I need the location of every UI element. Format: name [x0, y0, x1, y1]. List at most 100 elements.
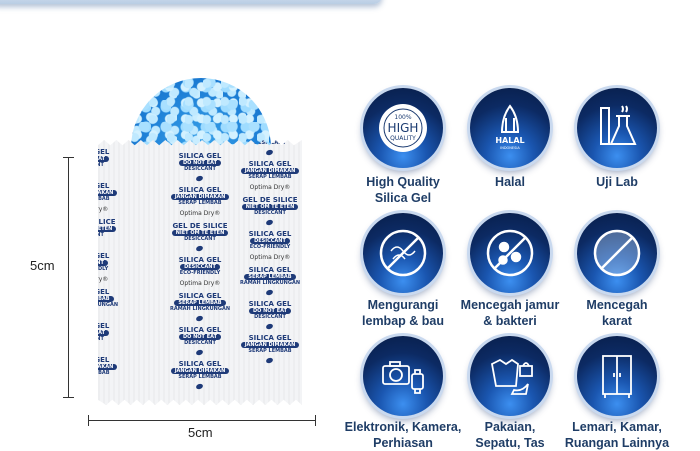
height-dimension-line — [68, 157, 69, 397]
packet-pill-text: DO NOT EAT — [178, 334, 222, 340]
packet-pill-text: DO NOT EAT — [178, 160, 222, 166]
packet-sub-text: ECO-FRIENDLY — [249, 244, 291, 250]
packet-title-text: SILICA GEL — [248, 230, 292, 238]
packet-title-text: SILICA GEL — [248, 160, 292, 168]
packet-title-text: GEL DE SILICE — [172, 222, 228, 230]
badge-mid-text: HIGH — [388, 121, 419, 135]
packet-sub-text: DESICCANT — [184, 340, 216, 346]
label-line1: Mencegah — [586, 298, 648, 312]
packet-sub-text: SERAP LEMBAB — [248, 174, 292, 180]
packet-title-text: SILICA GEL — [98, 148, 110, 156]
label-line1: Lemari, Kamar, — [572, 420, 662, 434]
packet-pill-text: SERAP LEMBAB — [244, 274, 296, 280]
packet-pill-text: NIET OM TE ETEN — [241, 204, 299, 210]
label-line2: karat — [602, 314, 632, 328]
packet-pill-text: JANGAN DIMAKAN — [98, 364, 118, 370]
packet-pill-text: SERAP LEMBAB — [98, 296, 114, 302]
halal-indonesia-icon: HALAL INDONESIA — [470, 88, 550, 168]
packet-sub-text: SERAP LEMBAB — [98, 196, 110, 202]
pill-icon — [195, 244, 205, 253]
packet-title-text: SILICA GEL — [178, 186, 222, 194]
packet-title-text: SILICA GEL — [98, 356, 110, 364]
label-line1: High Quality — [366, 175, 440, 189]
optima-dry-logo: Optima Dry® — [249, 184, 291, 191]
packet-sub-text: RAMAH LINGKUNGAN — [239, 280, 300, 286]
label-line2: Sepatu, Tas — [475, 436, 545, 450]
height-dimension-label: 5cm — [30, 258, 55, 273]
packet-title-text: SILICA GEL — [248, 300, 292, 308]
packet-title-text: SILICA GEL — [98, 288, 110, 296]
packet-pill-text: DESICCANT — [180, 264, 220, 270]
optima-dry-logo: Optima Dry® — [249, 254, 291, 261]
packet-pill-text: SERAP LEMBAB — [174, 300, 226, 306]
feature-label-clothing: Pakaian, Sepatu, Tas — [445, 419, 575, 451]
packet-pill-text: NIET OM TE ETEN — [171, 230, 229, 236]
width-dimension-cap-left — [88, 415, 89, 426]
packet-pill-text: DESICCANT — [98, 260, 108, 266]
packet-sub-text: DESICCANT — [98, 336, 104, 342]
packet-sub-text: SERAP LEMBAB — [178, 200, 222, 206]
packet-title-text: SILICA GEL — [98, 322, 110, 330]
high-quality-badge-icon: 100% HIGH QUALITY — [363, 88, 443, 168]
label-line2: & bakteri — [483, 314, 537, 328]
label-line1: Elektronik, Kamera, — [344, 420, 462, 434]
packet-pill-text: JANGAN DIMAKAN — [170, 368, 230, 374]
label-line1: Pakaian, — [484, 420, 536, 434]
optima-dry-logo: Optima Dry® — [98, 276, 109, 283]
packet-sub-text: DESICCANT — [184, 166, 216, 172]
no-rust-icon — [577, 213, 657, 293]
width-dimension-line — [88, 420, 315, 421]
clothes-shoes-bag-icon — [470, 336, 550, 416]
pill-icon — [195, 174, 205, 183]
optima-dry-logo: Optima Dry® — [98, 206, 109, 213]
packet-title-text: SILICA GEL — [98, 252, 110, 260]
packet-sub-text: RAMAH LINGKUNGAN — [169, 306, 230, 312]
feature-label-wardrobe: Lemari, Kamar, Ruangan Lainnya — [552, 419, 682, 451]
width-dimension-label: 5cm — [188, 425, 213, 440]
label-line2: Silica Gel — [374, 191, 432, 205]
camera-watch-icon — [363, 336, 443, 416]
label-line1: Mencegah jamur — [460, 298, 560, 312]
lab-flask-icon — [577, 88, 657, 168]
packet-sub-text: SERAP LEMBAB — [178, 374, 222, 380]
packet-title-text: SILICA GEL — [178, 292, 222, 300]
packet-sub-text: RAMAH LINGKUNGAN — [98, 302, 118, 308]
feature-label-bacteria: Mencegah jamur & bakteri — [445, 297, 575, 329]
feature-label-uji-lab: Uji Lab — [552, 174, 682, 190]
packet-sub-text: DESICCANT — [254, 314, 286, 320]
badge-bot-text: QUALITY — [390, 135, 416, 142]
height-dimension-cap-top — [63, 157, 74, 158]
packet-sub-text: ECO-FRIENDLY — [98, 266, 109, 272]
no-bacteria-icon — [470, 213, 550, 293]
packet-sub-text: ECO-FRIENDLY — [179, 270, 221, 276]
optima-dry-logo: Optima Dry® — [179, 280, 221, 287]
packet-sub-text: DESICCANT — [254, 210, 286, 216]
packet-sub-text: DESICCANT — [98, 162, 104, 168]
pill-icon — [195, 314, 205, 323]
feature-label-moisture: Mengurangi lembap & bau — [338, 297, 468, 329]
width-dimension-cap-right — [315, 415, 316, 426]
feature-label-halal: Halal — [445, 174, 575, 190]
packet-pill-text: JANGAN DIMAKAN — [170, 194, 230, 200]
halal-sub-text: INDONESIA — [500, 146, 520, 150]
badge-top-text: 100% — [394, 114, 411, 121]
packet-title-text: SILICA GEL — [248, 334, 292, 342]
feature-label-high-quality: High Quality Silica Gel — [338, 174, 468, 206]
packet-pill-text: DO NOT EAT — [98, 156, 110, 162]
